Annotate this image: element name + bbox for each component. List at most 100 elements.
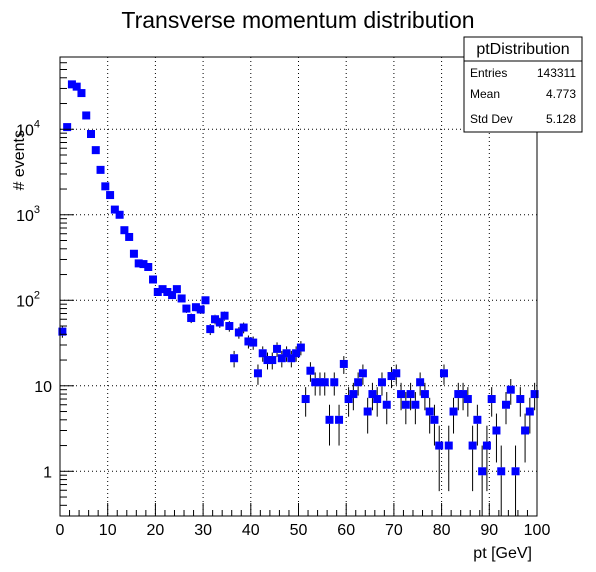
data-point	[435, 441, 444, 450]
x-tick-label: 90	[480, 522, 498, 539]
x-tick-label: 30	[194, 522, 212, 539]
axis-ticks	[59, 56, 538, 517]
data-point	[191, 303, 200, 312]
data-point	[373, 395, 382, 404]
data-point	[158, 285, 167, 294]
data-point	[129, 249, 138, 258]
data-points	[58, 80, 539, 516]
data-point	[168, 291, 177, 300]
data-point	[201, 296, 210, 305]
data-point	[234, 328, 243, 337]
data-point	[149, 275, 158, 284]
data-point	[335, 415, 344, 424]
data-point	[292, 349, 301, 358]
data-point	[82, 111, 91, 120]
data-point	[363, 407, 372, 416]
x-tick-label: 50	[290, 522, 308, 539]
data-point	[482, 441, 491, 450]
data-point	[325, 415, 334, 424]
data-point	[253, 369, 262, 378]
data-point	[344, 395, 353, 404]
data-point	[63, 123, 72, 132]
x-tick-label: 80	[433, 522, 451, 539]
data-point	[220, 311, 229, 320]
stats-mean-label: Mean	[470, 87, 500, 101]
data-point	[497, 467, 506, 476]
data-point	[277, 354, 286, 363]
data-point	[182, 304, 191, 313]
data-point	[144, 262, 153, 271]
data-point	[258, 349, 267, 358]
data-point	[125, 232, 134, 241]
data-point	[115, 210, 124, 219]
data-point	[459, 390, 468, 399]
data-point	[430, 415, 439, 424]
data-point	[91, 146, 100, 155]
data-point	[177, 294, 186, 303]
stats-entries-label: Entries	[470, 66, 507, 80]
x-tick-label: 0	[56, 522, 65, 539]
data-point	[487, 395, 496, 404]
x-tick-label: 10	[99, 522, 117, 539]
x-tick-label: 100	[524, 522, 551, 539]
stats-stddev-value: 5.128	[546, 112, 576, 126]
data-point	[478, 467, 487, 476]
data-point	[330, 378, 339, 387]
data-point	[206, 325, 215, 334]
data-point	[501, 400, 510, 409]
data-point	[101, 182, 110, 191]
data-point	[416, 378, 425, 387]
data-point	[468, 441, 477, 450]
data-point	[187, 314, 196, 323]
data-point	[153, 287, 162, 296]
data-point	[449, 407, 458, 416]
data-point	[67, 80, 76, 89]
x-tick-label: 60	[337, 522, 355, 539]
data-point	[444, 441, 453, 450]
data-point	[354, 378, 363, 387]
data-point	[420, 390, 429, 399]
chart-title: Transverse momentum distribution	[121, 7, 474, 33]
y-axis-label: # events	[11, 130, 28, 190]
x-tick-labels: 0 10 20 30 40 50 60 70 80 90 100	[56, 522, 551, 539]
data-point	[273, 344, 282, 353]
grid	[60, 57, 537, 516]
x-tick-label: 70	[385, 522, 403, 539]
data-point	[382, 400, 391, 409]
data-point	[511, 467, 520, 476]
data-point	[296, 343, 305, 352]
data-point	[230, 354, 239, 363]
data-point	[306, 366, 315, 375]
data-point	[425, 407, 434, 416]
stats-entries-value: 143311	[537, 66, 576, 80]
data-point	[525, 407, 534, 416]
stats-box-name: ptDistribution	[476, 41, 569, 58]
data-point	[249, 338, 258, 347]
data-point	[516, 395, 525, 404]
data-point	[349, 390, 358, 399]
data-point	[196, 305, 205, 314]
data-point	[96, 165, 105, 174]
y-tick-label: 104	[16, 118, 40, 139]
data-point	[358, 369, 367, 378]
data-point	[387, 372, 396, 381]
data-point	[506, 385, 515, 394]
data-point	[521, 426, 530, 435]
data-point	[473, 415, 482, 424]
data-point	[377, 378, 386, 387]
x-tick-label: 20	[147, 522, 165, 539]
data-point	[215, 318, 224, 327]
x-tick-label: 40	[242, 522, 260, 539]
y-tick-labels: 1 10 102 103 104	[16, 118, 52, 481]
stats-mean-value: 4.773	[546, 87, 576, 101]
data-point	[239, 323, 248, 332]
data-point	[320, 378, 329, 387]
data-point	[106, 191, 115, 200]
data-point	[411, 400, 420, 409]
data-point	[368, 390, 377, 399]
data-point	[72, 82, 81, 91]
data-point	[87, 130, 96, 139]
y-tick-label: 10	[34, 379, 52, 396]
y-tick-label: 103	[16, 204, 40, 225]
data-point	[110, 205, 119, 214]
